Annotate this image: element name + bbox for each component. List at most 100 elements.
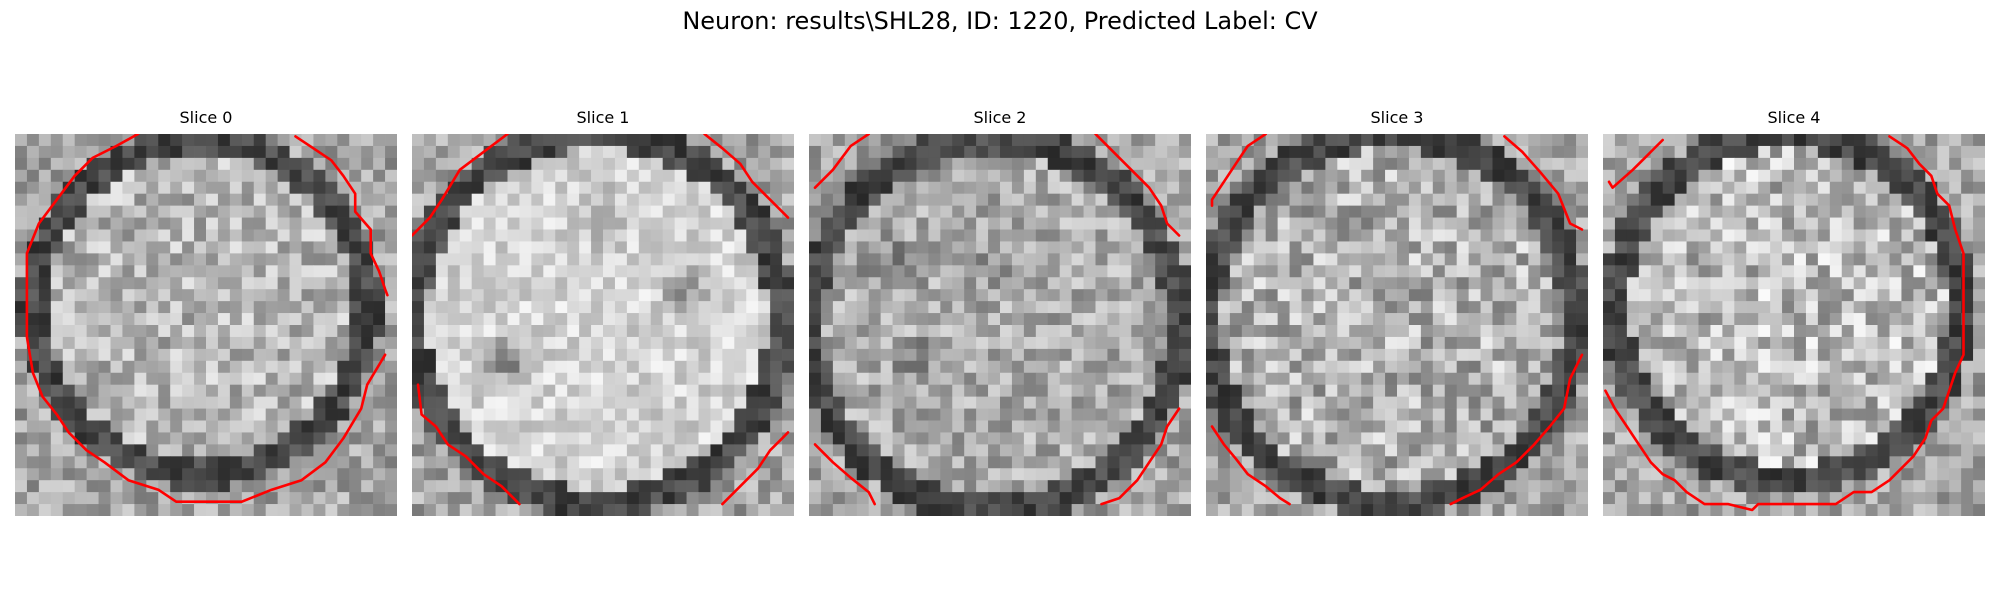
pixel-cell bbox=[603, 134, 616, 147]
pixel-cell bbox=[1865, 205, 1878, 218]
pixel-cell bbox=[289, 408, 302, 421]
pixel-cell bbox=[1937, 313, 1950, 326]
pixel-cell bbox=[15, 372, 28, 386]
pixel-cell bbox=[253, 277, 267, 290]
pixel-cell bbox=[1397, 396, 1410, 409]
pixel-cell bbox=[86, 229, 99, 242]
pixel-cell bbox=[301, 492, 314, 505]
pixel-cell bbox=[495, 277, 508, 290]
pixel-cell bbox=[134, 157, 147, 171]
pixel-cell bbox=[158, 157, 171, 171]
pixel-cell bbox=[194, 229, 207, 242]
pixel-cell bbox=[1167, 253, 1180, 266]
pixel-cell bbox=[423, 336, 437, 350]
pixel-cell bbox=[146, 396, 159, 409]
pixel-cell bbox=[820, 372, 834, 386]
pixel-cell bbox=[1229, 336, 1243, 350]
pixel-cell bbox=[1289, 229, 1302, 242]
pixel-cell bbox=[543, 480, 556, 493]
pixel-cell bbox=[447, 348, 461, 362]
pixel-cell bbox=[1480, 229, 1493, 242]
pixel-cell bbox=[349, 492, 362, 505]
pixel-cell bbox=[1877, 313, 1890, 326]
pixel-cell bbox=[265, 325, 278, 338]
pixel-cell bbox=[988, 301, 1001, 314]
pixel-cell bbox=[495, 384, 508, 397]
pixel-cell bbox=[337, 134, 350, 147]
pixel-cell bbox=[1011, 217, 1025, 230]
pixel-cell bbox=[1325, 348, 1338, 362]
pixel-cell bbox=[614, 181, 628, 195]
pixel-cell bbox=[614, 277, 628, 290]
pixel-cell bbox=[1095, 169, 1108, 183]
pixel-cell bbox=[892, 181, 905, 195]
pixel-cell bbox=[1444, 157, 1458, 171]
pixel-cell bbox=[638, 456, 652, 469]
pixel-cell bbox=[1949, 253, 1962, 266]
pixel-cell bbox=[1662, 181, 1675, 195]
pixel-cell bbox=[1638, 420, 1652, 433]
pixel-cell bbox=[1468, 145, 1481, 159]
pixel-cell bbox=[904, 336, 917, 350]
pixel-cell bbox=[74, 205, 87, 218]
pixel-cell bbox=[1614, 229, 1628, 242]
pixel-cell bbox=[1576, 456, 1588, 469]
pixel-cell bbox=[650, 229, 664, 242]
pixel-cell bbox=[447, 420, 461, 433]
pixel-cell bbox=[1516, 193, 1529, 206]
pixel-cell bbox=[412, 241, 425, 254]
pixel-cell bbox=[531, 145, 544, 159]
pixel-cell bbox=[26, 181, 40, 195]
pixel-cell bbox=[1241, 492, 1255, 505]
pixel-cell bbox=[603, 145, 616, 159]
pixel-cell bbox=[1241, 504, 1255, 516]
pixel-cell bbox=[809, 420, 822, 433]
pixel-cell bbox=[385, 492, 397, 505]
pixel-cell bbox=[1253, 456, 1267, 469]
pixel-cell bbox=[1603, 253, 1616, 266]
pixel-cell bbox=[62, 492, 76, 505]
pixel-cell bbox=[1000, 289, 1013, 302]
pixel-cell bbox=[928, 408, 941, 421]
pixel-cell bbox=[1540, 241, 1553, 254]
pixel-cell bbox=[1265, 229, 1278, 242]
pixel-cell bbox=[325, 289, 338, 302]
pixel-cell bbox=[122, 169, 135, 183]
pixel-cell bbox=[1564, 420, 1577, 433]
pixel-cell bbox=[531, 480, 544, 493]
pixel-cell bbox=[98, 468, 111, 481]
pixel-cell bbox=[638, 301, 652, 314]
pixel-cell bbox=[1444, 420, 1458, 433]
pixel-cell bbox=[1107, 432, 1120, 445]
pixel-cell bbox=[373, 480, 386, 493]
pixel-cell bbox=[1155, 241, 1168, 254]
pixel-cell bbox=[638, 217, 652, 230]
pixel-cell bbox=[495, 456, 508, 469]
pixel-cell bbox=[638, 492, 652, 505]
pixel-cell bbox=[591, 193, 604, 206]
pixel-cell bbox=[253, 432, 267, 445]
pixel-cell bbox=[507, 157, 520, 171]
pixel-cell bbox=[626, 396, 640, 409]
pixel-cell bbox=[1167, 372, 1180, 386]
pixel-cell bbox=[1576, 420, 1588, 433]
pixel-cell bbox=[349, 277, 362, 290]
pixel-cell bbox=[1686, 241, 1699, 254]
pixel-cell bbox=[662, 289, 675, 302]
pixel-cell bbox=[1710, 408, 1723, 421]
pixel-cell bbox=[110, 360, 123, 374]
pixel-cell bbox=[182, 241, 195, 254]
pixel-cell bbox=[916, 348, 929, 362]
pixel-cell bbox=[1011, 289, 1025, 302]
pixel-cell bbox=[1650, 372, 1664, 386]
pixel-cell bbox=[1782, 157, 1795, 171]
pixel-cell bbox=[229, 372, 243, 386]
pixel-cell bbox=[988, 265, 1001, 278]
pixel-cell bbox=[194, 301, 207, 314]
pixel-cell bbox=[1301, 241, 1314, 254]
pixel-cell bbox=[734, 277, 747, 290]
pixel-cell bbox=[567, 157, 580, 171]
pixel-cell bbox=[325, 229, 338, 242]
pixel-cell bbox=[892, 193, 905, 206]
pixel-cell bbox=[385, 360, 397, 374]
